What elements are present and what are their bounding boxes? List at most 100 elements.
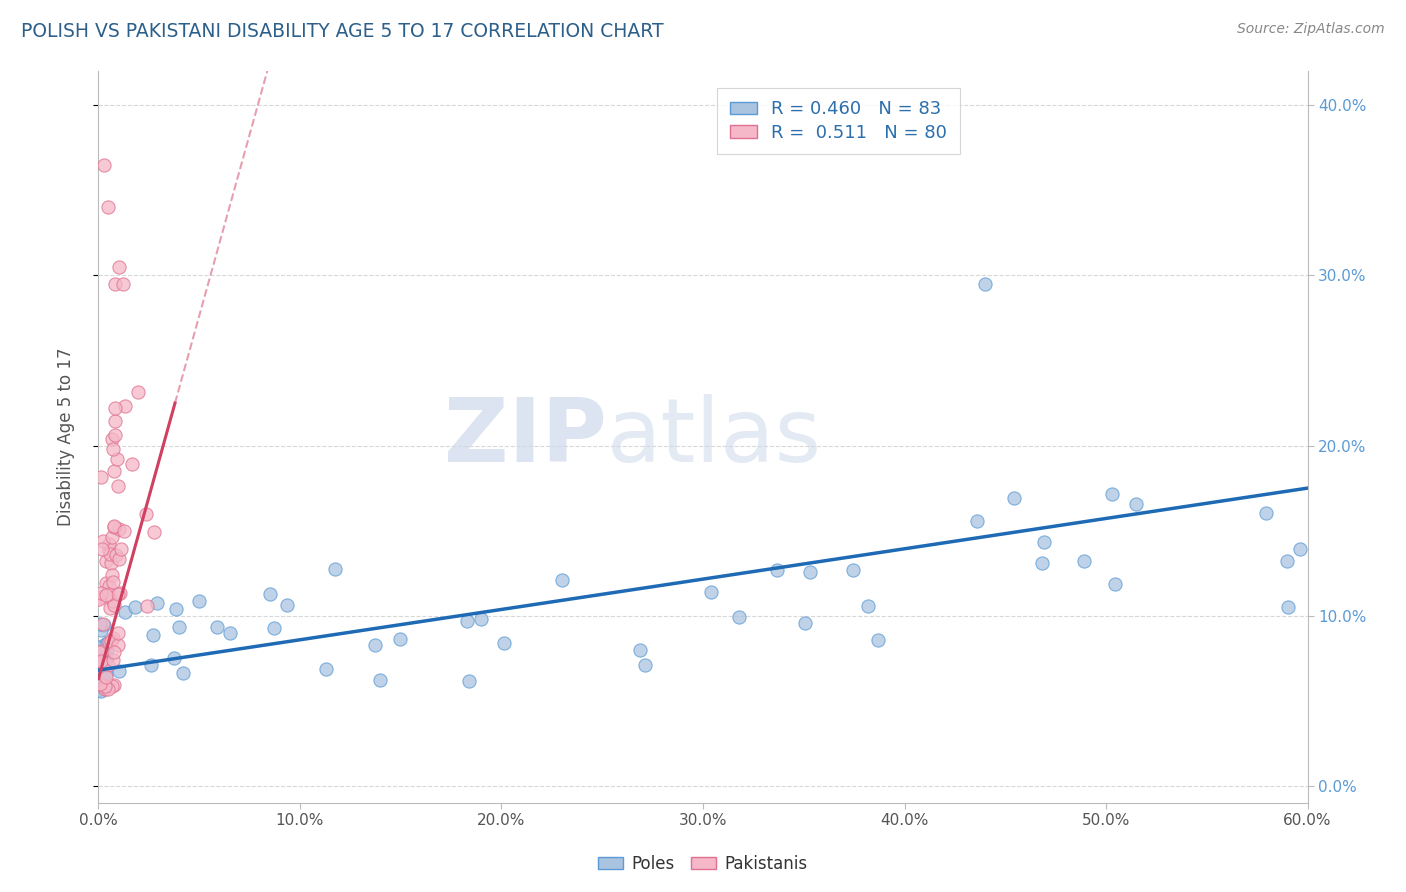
Point: [628, 643, 651, 657]
Legend: R = 0.460   N = 83, R =  0.511   N = 80: R = 0.460 N = 83, R = 0.511 N = 80: [717, 87, 960, 154]
Text: atlas: atlas: [606, 393, 821, 481]
Text: Source: ZipAtlas.com: Source: ZipAtlas.com: [1237, 22, 1385, 37]
Point: [97, 537, 120, 551]
Point: [110, 542, 132, 557]
Point: [98, 600, 121, 615]
Point: [551, 574, 574, 588]
Point: [143, 524, 166, 539]
Point: [91, 671, 114, 685]
Point: [104, 548, 127, 562]
Point: [492, 636, 515, 650]
Point: [139, 658, 162, 673]
Point: [89, 645, 111, 659]
Point: [1073, 554, 1095, 568]
Point: [111, 277, 134, 291]
Point: [98, 543, 121, 558]
Point: [94, 575, 117, 590]
Point: [94, 670, 117, 684]
Point: [634, 658, 657, 673]
Point: [135, 508, 157, 522]
Point: [1275, 554, 1298, 568]
Point: [93, 673, 115, 687]
Point: [1101, 487, 1123, 501]
Point: [470, 611, 492, 625]
Point: [94, 554, 117, 568]
Point: [103, 599, 125, 613]
Point: [97, 201, 120, 215]
Point: [699, 585, 721, 599]
Point: [389, 632, 412, 647]
Point: [96, 636, 118, 650]
Point: [107, 638, 129, 652]
Point: [96, 588, 118, 602]
Point: [146, 596, 169, 610]
Point: [1033, 534, 1056, 549]
Point: [98, 547, 121, 561]
Point: [766, 563, 789, 577]
Point: [163, 651, 186, 665]
Point: [142, 628, 165, 642]
Point: [966, 514, 988, 528]
Point: [89, 674, 111, 689]
Point: [108, 522, 131, 536]
Point: [1277, 599, 1299, 614]
Point: [315, 662, 337, 676]
Point: [96, 650, 118, 665]
Point: [101, 653, 124, 667]
Point: [89, 642, 111, 657]
Point: [103, 678, 125, 692]
Point: [91, 671, 114, 685]
Point: [90, 655, 112, 669]
Point: [1031, 556, 1053, 570]
Point: [368, 673, 391, 687]
Point: [188, 594, 211, 608]
Point: [101, 679, 124, 693]
Point: [104, 427, 127, 442]
Point: [101, 574, 124, 589]
Point: [172, 665, 194, 680]
Point: [94, 679, 117, 693]
Point: [89, 592, 111, 607]
Point: [93, 681, 115, 695]
Point: [103, 519, 125, 533]
Point: [107, 587, 129, 601]
Point: [91, 653, 114, 667]
Point: [1288, 542, 1310, 557]
Point: [89, 650, 111, 665]
Point: [93, 618, 115, 632]
Point: [103, 464, 125, 478]
Point: [90, 684, 112, 698]
Point: [103, 520, 125, 534]
Point: [794, 616, 817, 631]
Point: [127, 385, 149, 400]
Point: [100, 530, 122, 544]
Point: [165, 602, 187, 616]
Point: [1254, 506, 1277, 520]
Point: [90, 586, 112, 600]
Point: [112, 524, 135, 538]
Point: [457, 673, 479, 688]
Point: [105, 451, 128, 466]
Point: [87, 682, 110, 697]
Point: [91, 616, 114, 631]
Point: [866, 632, 889, 647]
Point: [107, 625, 129, 640]
Point: [93, 533, 115, 548]
Point: [1002, 491, 1025, 505]
Point: [108, 665, 131, 679]
Point: [323, 561, 346, 575]
Point: [974, 277, 997, 291]
Point: [108, 552, 131, 566]
Point: [364, 639, 387, 653]
Point: [90, 652, 112, 666]
Text: POLISH VS PAKISTANI DISABILITY AGE 5 TO 17 CORRELATION CHART: POLISH VS PAKISTANI DISABILITY AGE 5 TO …: [21, 22, 664, 41]
Point: [93, 158, 115, 172]
Point: [100, 633, 122, 648]
Point: [89, 677, 111, 691]
Y-axis label: Disability Age 5 to 17: Disability Age 5 to 17: [56, 348, 75, 526]
Point: [89, 590, 111, 604]
Point: [94, 655, 117, 669]
Point: [91, 672, 114, 686]
Point: [93, 638, 115, 652]
Point: [90, 672, 112, 686]
